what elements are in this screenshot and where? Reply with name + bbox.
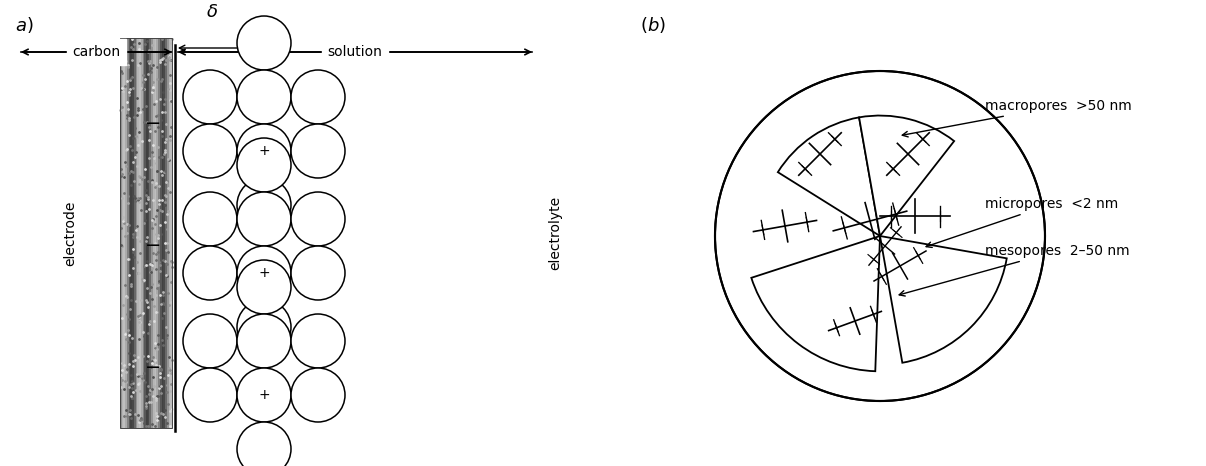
Bar: [121, 38, 122, 428]
Circle shape: [238, 246, 291, 300]
Bar: [141, 38, 142, 428]
Circle shape: [238, 368, 291, 422]
Text: electrolyte: electrolyte: [548, 196, 562, 270]
Bar: [134, 38, 135, 428]
Wedge shape: [778, 117, 880, 236]
Bar: [137, 38, 139, 428]
Circle shape: [183, 124, 238, 178]
Wedge shape: [880, 236, 1007, 363]
Text: carbon: carbon: [72, 45, 121, 59]
Circle shape: [238, 300, 291, 354]
Text: $a)$: $a)$: [14, 15, 34, 35]
Circle shape: [291, 192, 345, 246]
Text: −: −: [145, 358, 162, 377]
Bar: [139, 38, 141, 428]
Circle shape: [291, 314, 345, 368]
Text: −: −: [145, 115, 162, 133]
Bar: [125, 38, 127, 428]
Circle shape: [183, 314, 238, 368]
Bar: [135, 38, 137, 428]
Text: +: +: [258, 144, 270, 158]
Text: +: +: [258, 266, 270, 280]
Circle shape: [238, 260, 291, 314]
Bar: [162, 38, 163, 428]
Bar: [157, 38, 158, 428]
Bar: [142, 38, 145, 428]
Text: mesopores  2–50 nm: mesopores 2–50 nm: [900, 244, 1130, 296]
Text: micropores  <2 nm: micropores <2 nm: [926, 197, 1118, 247]
Circle shape: [238, 422, 291, 466]
Bar: [170, 38, 172, 428]
Bar: [165, 38, 166, 428]
Circle shape: [183, 246, 238, 300]
Circle shape: [238, 314, 291, 368]
Bar: [153, 38, 154, 428]
Text: −: −: [145, 237, 162, 255]
Bar: [166, 38, 169, 428]
Text: solution: solution: [328, 45, 382, 59]
Circle shape: [238, 138, 291, 192]
Circle shape: [291, 246, 345, 300]
Bar: [133, 38, 134, 428]
Text: +: +: [258, 388, 270, 402]
Bar: [122, 38, 123, 428]
Circle shape: [291, 368, 345, 422]
Circle shape: [183, 368, 238, 422]
Text: $(b)$: $(b)$: [640, 15, 666, 35]
Bar: [163, 38, 165, 428]
Circle shape: [183, 192, 238, 246]
Wedge shape: [859, 116, 954, 236]
Text: macropores  >50 nm: macropores >50 nm: [902, 99, 1131, 137]
Bar: [169, 38, 170, 428]
Bar: [123, 38, 125, 428]
Bar: [160, 38, 162, 428]
Circle shape: [238, 16, 291, 70]
Bar: [150, 38, 151, 428]
Bar: [151, 38, 153, 428]
Circle shape: [238, 124, 291, 178]
Bar: [130, 38, 133, 428]
Text: electrode: electrode: [63, 200, 77, 266]
Bar: [158, 38, 160, 428]
Bar: [121, 38, 172, 428]
Circle shape: [715, 71, 1046, 401]
Circle shape: [291, 70, 345, 124]
Bar: [146, 38, 147, 428]
Circle shape: [183, 70, 238, 124]
Text: $\delta$: $\delta$: [206, 3, 218, 21]
Circle shape: [238, 178, 291, 232]
Circle shape: [291, 124, 345, 178]
Circle shape: [238, 70, 291, 124]
Wedge shape: [751, 236, 880, 371]
Bar: [154, 38, 157, 428]
Bar: [145, 38, 146, 428]
Bar: [127, 38, 129, 428]
Circle shape: [238, 192, 291, 246]
Bar: [129, 38, 130, 428]
Bar: [147, 38, 150, 428]
